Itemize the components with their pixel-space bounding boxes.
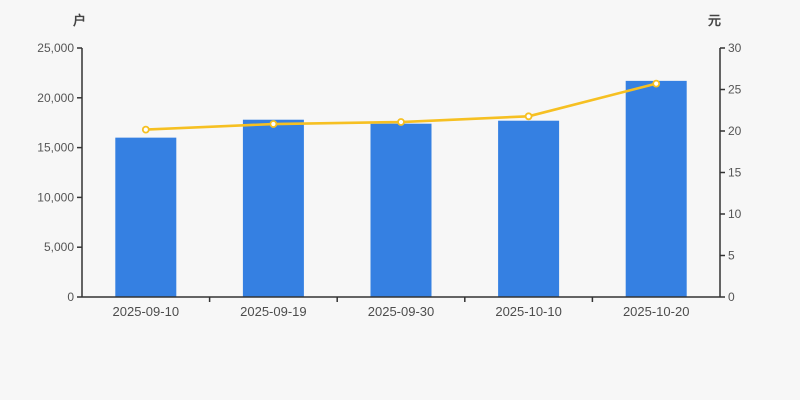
right-axis-tick-label: 10 (728, 207, 742, 221)
bar-2025-10-10[interactable] (498, 120, 560, 297)
line-marker-2025-09-30[interactable] (397, 118, 405, 126)
right-axis-tick-label: 25 (728, 83, 742, 97)
x-axis-label: 2025-09-30 (368, 304, 435, 319)
line-marker-2025-09-19[interactable] (269, 120, 278, 128)
left-axis-title: 户 (72, 13, 86, 28)
bar-2025-09-30[interactable] (370, 123, 432, 297)
x-axis-label: 2025-10-10 (495, 304, 562, 319)
right-axis-tick-label: 30 (728, 41, 742, 55)
left-axis-tick-label: 0 (67, 290, 74, 304)
x-axis-label: 2025-09-19 (240, 304, 307, 319)
x-axis-label: 2025-10-20 (623, 304, 690, 319)
left-axis-tick-label: 5,000 (44, 240, 74, 254)
right-axis-tick-label: 0 (728, 290, 735, 304)
left-axis-tick-label: 15,000 (37, 141, 74, 155)
bar-2025-09-19[interactable] (242, 119, 304, 297)
bar-2025-10-20[interactable] (625, 80, 687, 297)
left-axis-tick-label: 25,000 (37, 41, 74, 55)
left-axis-tick-label: 20,000 (37, 91, 74, 105)
left-axis-tick-label: 10,000 (37, 190, 74, 204)
line-marker-2025-09-10[interactable] (141, 125, 150, 134)
right-axis-title: 元 (708, 13, 722, 28)
bar-2025-09-10[interactable] (115, 137, 177, 297)
x-axis-label: 2025-09-10 (113, 304, 180, 319)
right-axis-tick-label: 15 (728, 166, 742, 180)
right-axis-tick-label: 20 (728, 124, 742, 138)
line-marker-2025-10-10[interactable] (524, 112, 533, 121)
line-marker-2025-10-20[interactable] (652, 79, 661, 88)
right-axis-tick-label: 5 (728, 249, 735, 263)
